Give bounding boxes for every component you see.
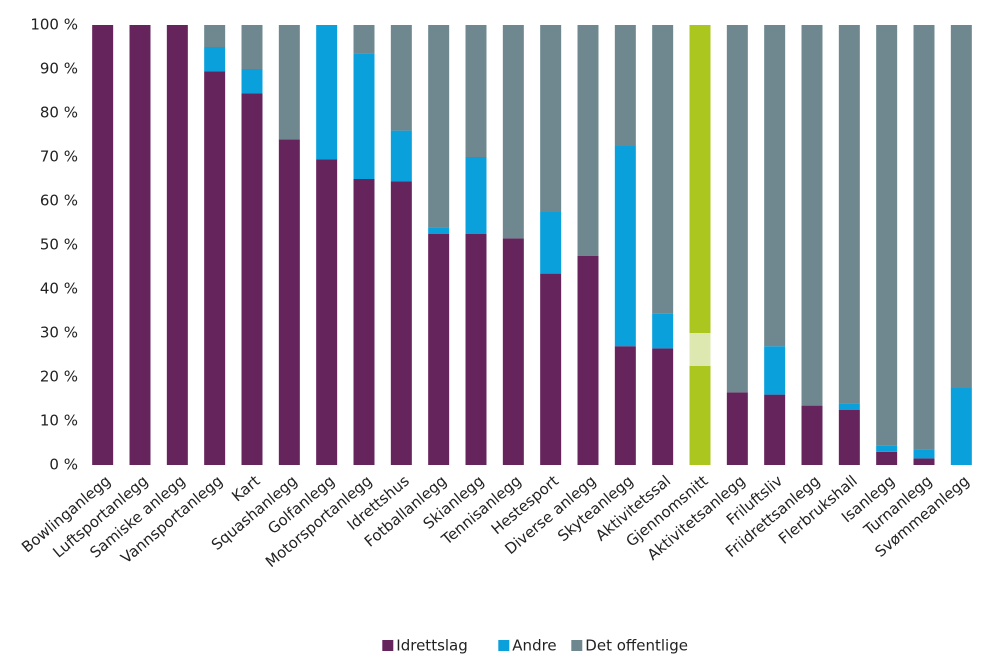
y-tick-label: 0 % xyxy=(49,456,78,474)
bar-segment xyxy=(652,25,674,314)
bar-segment xyxy=(876,445,898,452)
bar-segment xyxy=(950,388,972,465)
bar-segment xyxy=(540,212,562,274)
bar-segment xyxy=(428,227,450,234)
bar-segment xyxy=(353,25,375,54)
bar-segment xyxy=(689,366,711,465)
legend-label: Idrettslag xyxy=(396,637,467,655)
bar-segment xyxy=(278,139,300,465)
bar-segment xyxy=(465,157,487,234)
bar-segment xyxy=(689,333,711,366)
bar-segment xyxy=(876,451,898,465)
bar-segment xyxy=(502,25,524,239)
bar-segment xyxy=(540,273,562,465)
bar-segment xyxy=(316,25,338,160)
bar-segment xyxy=(801,25,823,406)
bar-segment xyxy=(353,53,375,179)
y-tick-label: 100 % xyxy=(30,16,78,34)
legend-swatch xyxy=(382,640,394,651)
bar-segment xyxy=(950,25,972,388)
bar-segment xyxy=(652,348,674,465)
bar-segment xyxy=(204,47,226,72)
bar-segment xyxy=(652,313,674,349)
y-tick-label: 20 % xyxy=(40,368,78,386)
bar-segment xyxy=(465,234,487,465)
legend-swatch xyxy=(571,640,583,651)
bar-segment xyxy=(502,238,524,465)
y-tick-label: 70 % xyxy=(40,148,78,166)
bar-segment xyxy=(913,458,935,465)
bar-segment xyxy=(614,346,636,465)
y-tick-label: 10 % xyxy=(40,412,78,430)
y-tick-label: 50 % xyxy=(40,236,78,254)
bar-segment xyxy=(390,25,412,131)
bar-segment xyxy=(278,25,300,140)
y-tick-label: 30 % xyxy=(40,324,78,342)
bar-segment xyxy=(689,25,711,333)
bar-segment xyxy=(204,71,226,465)
y-tick-label: 60 % xyxy=(40,192,78,210)
bar-segment xyxy=(241,93,263,465)
bar-segment xyxy=(726,25,748,393)
bar-segment xyxy=(465,25,487,157)
bar-segment xyxy=(428,25,450,228)
legend-label: Andre xyxy=(512,637,556,655)
legend-label: Det offentlige xyxy=(585,637,688,655)
bar-segment xyxy=(838,25,860,404)
bar-segment xyxy=(92,25,114,465)
bar-segment xyxy=(316,159,338,465)
bar-segment xyxy=(577,25,599,256)
bar-segment xyxy=(614,146,636,347)
bar-segment xyxy=(838,410,860,465)
bar-segment xyxy=(390,130,412,182)
y-tick-label: 80 % xyxy=(40,104,78,122)
bar-segment xyxy=(838,403,860,410)
bar-segment xyxy=(204,25,226,47)
bar-segment xyxy=(428,234,450,465)
bar-segment xyxy=(577,256,599,465)
bar-segment xyxy=(764,25,786,347)
bar-segment xyxy=(801,405,823,465)
bar-segment xyxy=(390,181,412,465)
bar-segment xyxy=(764,346,786,395)
legend-swatch xyxy=(498,640,510,651)
y-tick-label: 90 % xyxy=(40,60,78,78)
bar-segment xyxy=(726,392,748,465)
bar-segment xyxy=(353,179,375,465)
bar-segment xyxy=(876,25,898,446)
bar-segment xyxy=(241,25,263,69)
bar-segment xyxy=(241,69,263,94)
bar-segment xyxy=(913,25,935,450)
bar-segment xyxy=(913,449,935,459)
bar-segment xyxy=(166,25,188,465)
bar-segment xyxy=(614,25,636,146)
bar-segment xyxy=(129,25,151,465)
bar-segment xyxy=(764,394,786,465)
y-tick-label: 40 % xyxy=(40,280,78,298)
bar-segment xyxy=(540,25,562,212)
